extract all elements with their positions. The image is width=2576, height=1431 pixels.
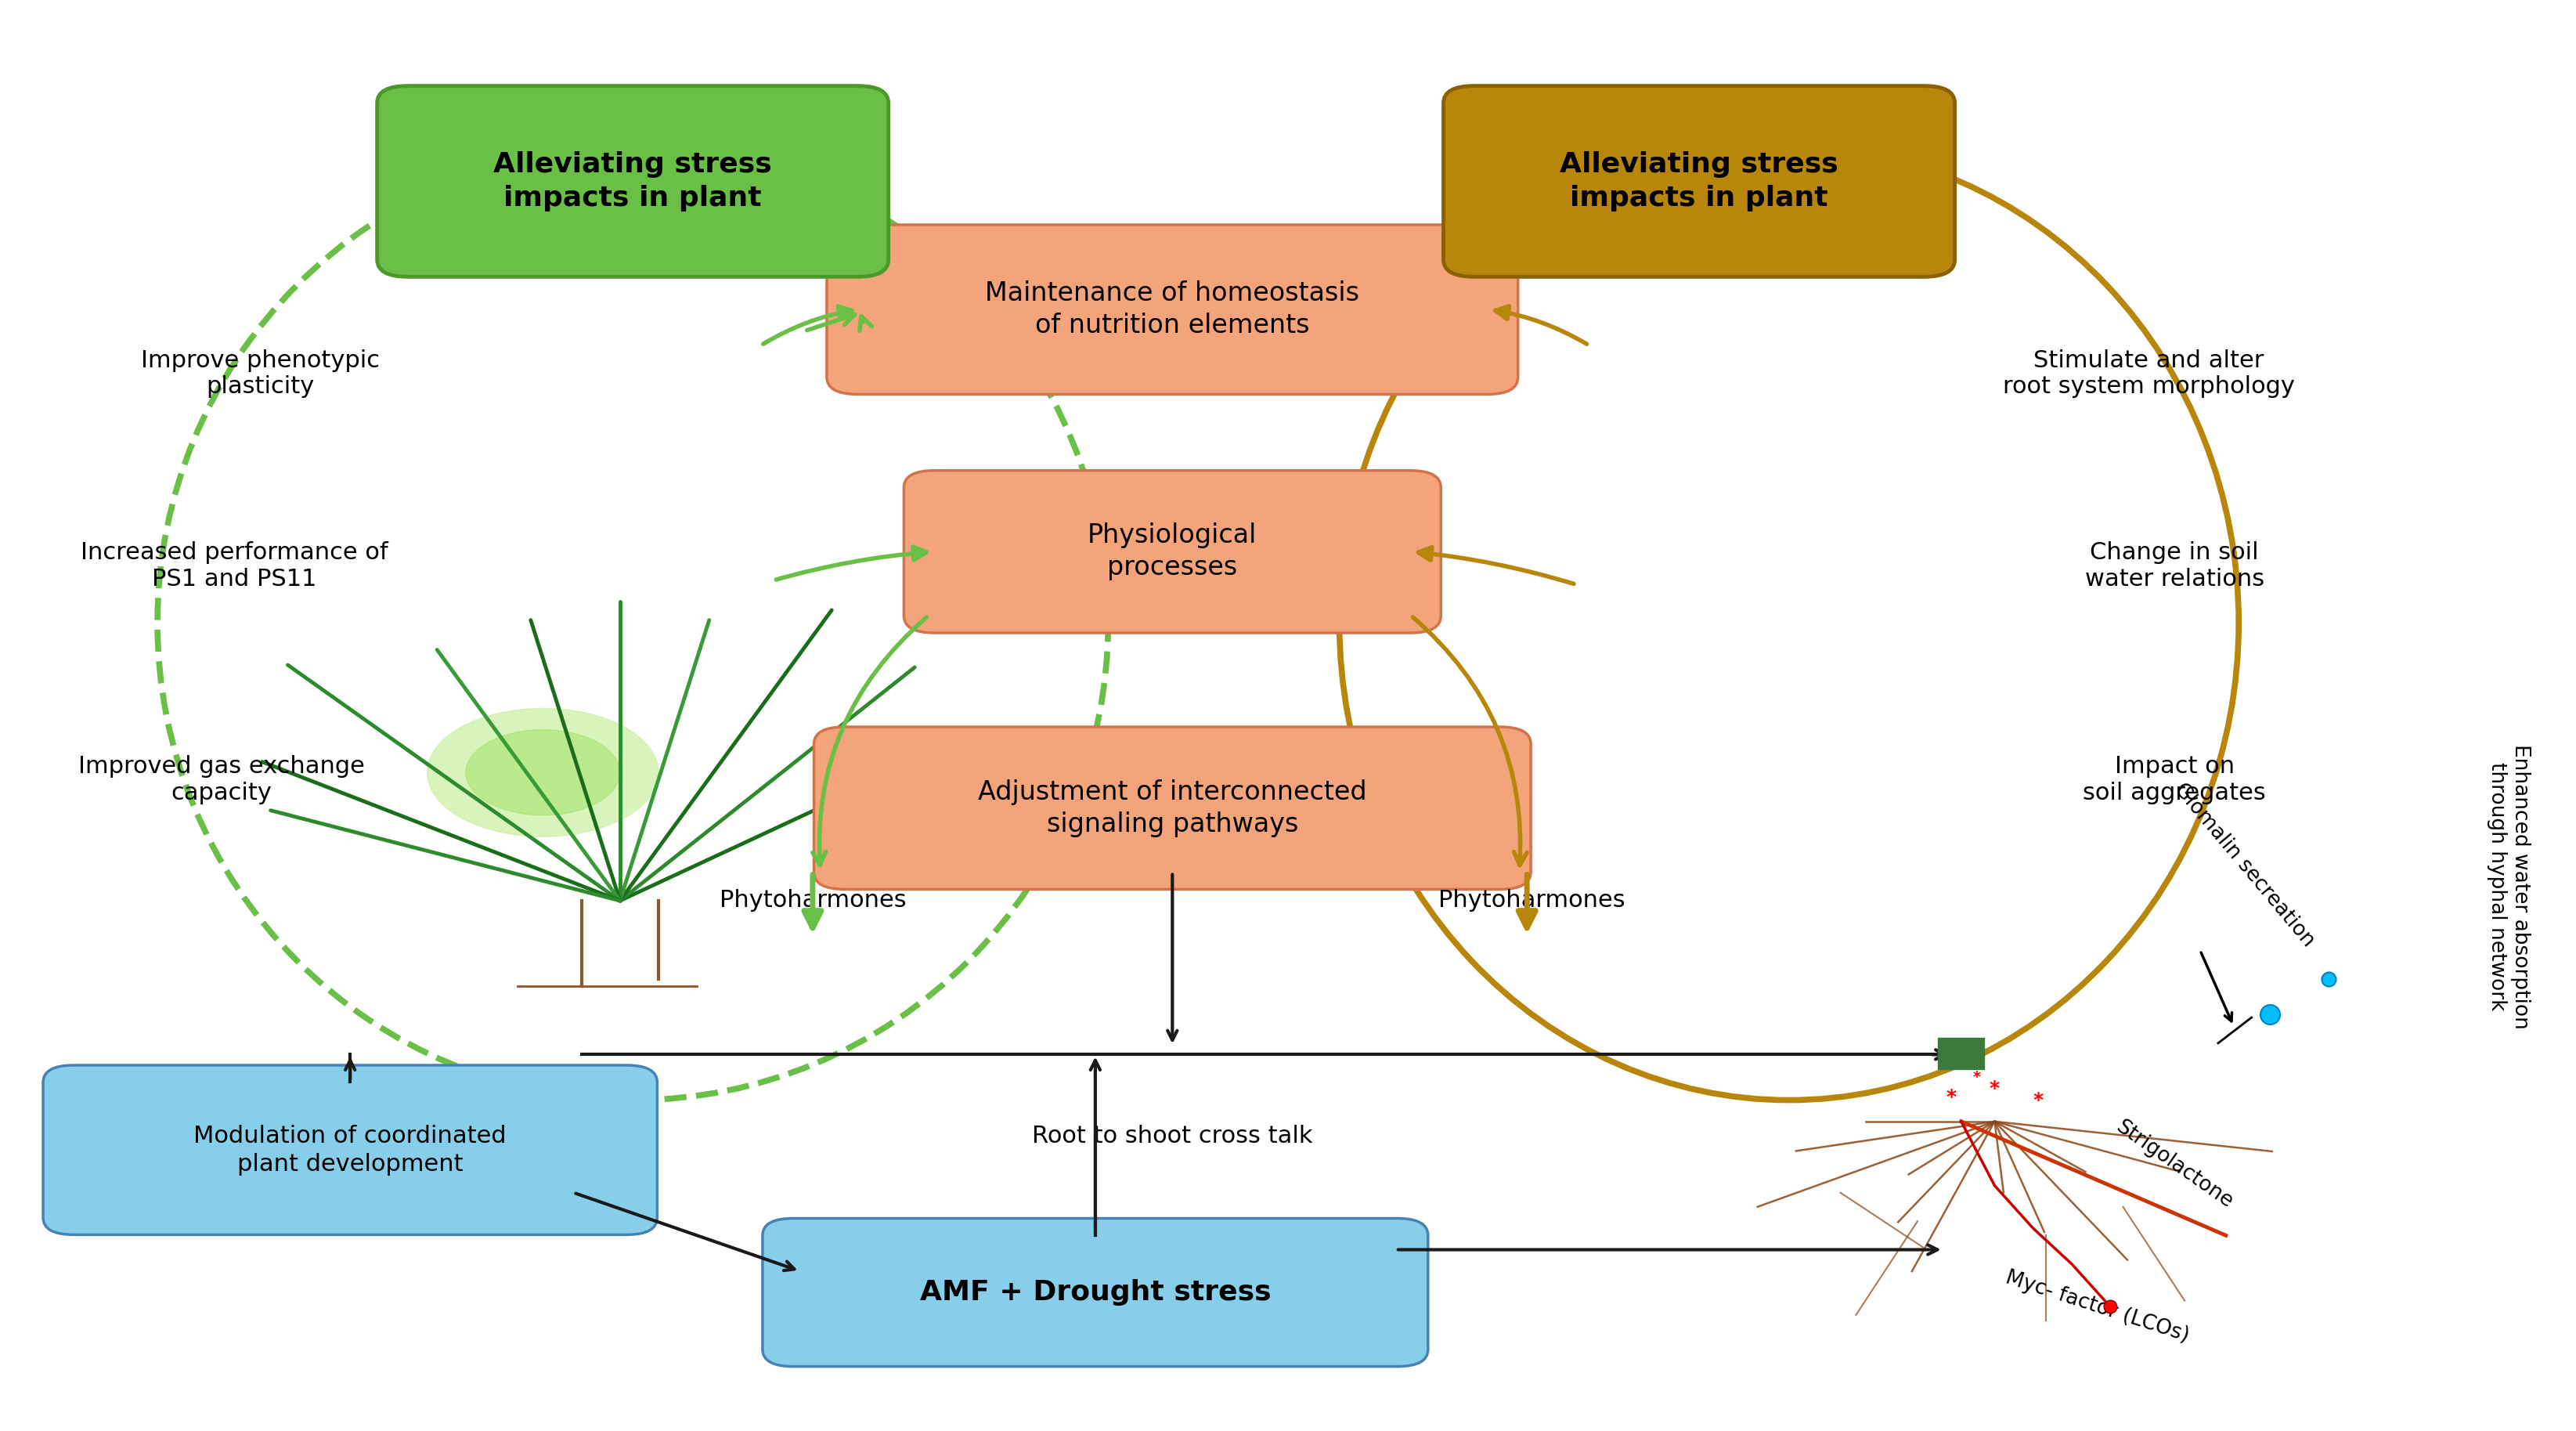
Text: Change in soil
water relations: Change in soil water relations	[2084, 541, 2264, 591]
Text: Alleviating stress
impacts in plant: Alleviating stress impacts in plant	[495, 152, 773, 212]
Text: Myc- factor (LCOs): Myc- factor (LCOs)	[2004, 1268, 2192, 1347]
Text: Modulation of coordinated
plant development: Modulation of coordinated plant developm…	[193, 1125, 507, 1175]
Text: *: *	[1989, 1079, 1999, 1098]
Text: Glomalin secreation: Glomalin secreation	[2169, 780, 2318, 950]
Text: Root to shoot cross talk: Root to shoot cross talk	[1033, 1125, 1314, 1148]
Circle shape	[466, 730, 621, 816]
FancyBboxPatch shape	[814, 727, 1530, 889]
FancyBboxPatch shape	[827, 225, 1517, 395]
Text: Improve phenotypic
plasticity: Improve phenotypic plasticity	[142, 349, 379, 398]
Text: Phytoharmones: Phytoharmones	[719, 889, 907, 912]
Text: Impact on
soil aggregates: Impact on soil aggregates	[2084, 756, 2267, 804]
FancyBboxPatch shape	[1937, 1037, 1984, 1069]
Text: Improved gas exchange
capacity: Improved gas exchange capacity	[77, 756, 366, 804]
Text: Strigolactone: Strigolactone	[2112, 1116, 2236, 1212]
Text: *: *	[1945, 1088, 1955, 1106]
FancyBboxPatch shape	[904, 471, 1440, 633]
FancyBboxPatch shape	[44, 1065, 657, 1235]
Text: *: *	[1973, 1070, 1981, 1085]
Text: Adjustment of interconnected
signaling pathways: Adjustment of interconnected signaling p…	[979, 780, 1368, 837]
FancyBboxPatch shape	[376, 86, 889, 276]
Text: Phytoharmones: Phytoharmones	[1437, 889, 1625, 912]
Text: Stimulate and alter
root system morphology: Stimulate and alter root system morpholo…	[2002, 349, 2295, 398]
FancyBboxPatch shape	[1443, 86, 1955, 276]
FancyBboxPatch shape	[762, 1218, 1427, 1367]
Text: AMF + Drought stress: AMF + Drought stress	[920, 1279, 1270, 1305]
Text: Increased performance of
PS1 and PS11: Increased performance of PS1 and PS11	[80, 541, 389, 591]
Text: *: *	[2032, 1090, 2043, 1109]
Text: Enhanced water absorption
through hyphal network: Enhanced water absorption through hyphal…	[2486, 744, 2530, 1029]
Text: Alleviating stress
impacts in plant: Alleviating stress impacts in plant	[1561, 152, 1839, 212]
Text: Maintenance of homeostasis
of nutrition elements: Maintenance of homeostasis of nutrition …	[984, 280, 1360, 338]
Circle shape	[428, 708, 659, 837]
Text: Physiological
processes: Physiological processes	[1087, 522, 1257, 581]
